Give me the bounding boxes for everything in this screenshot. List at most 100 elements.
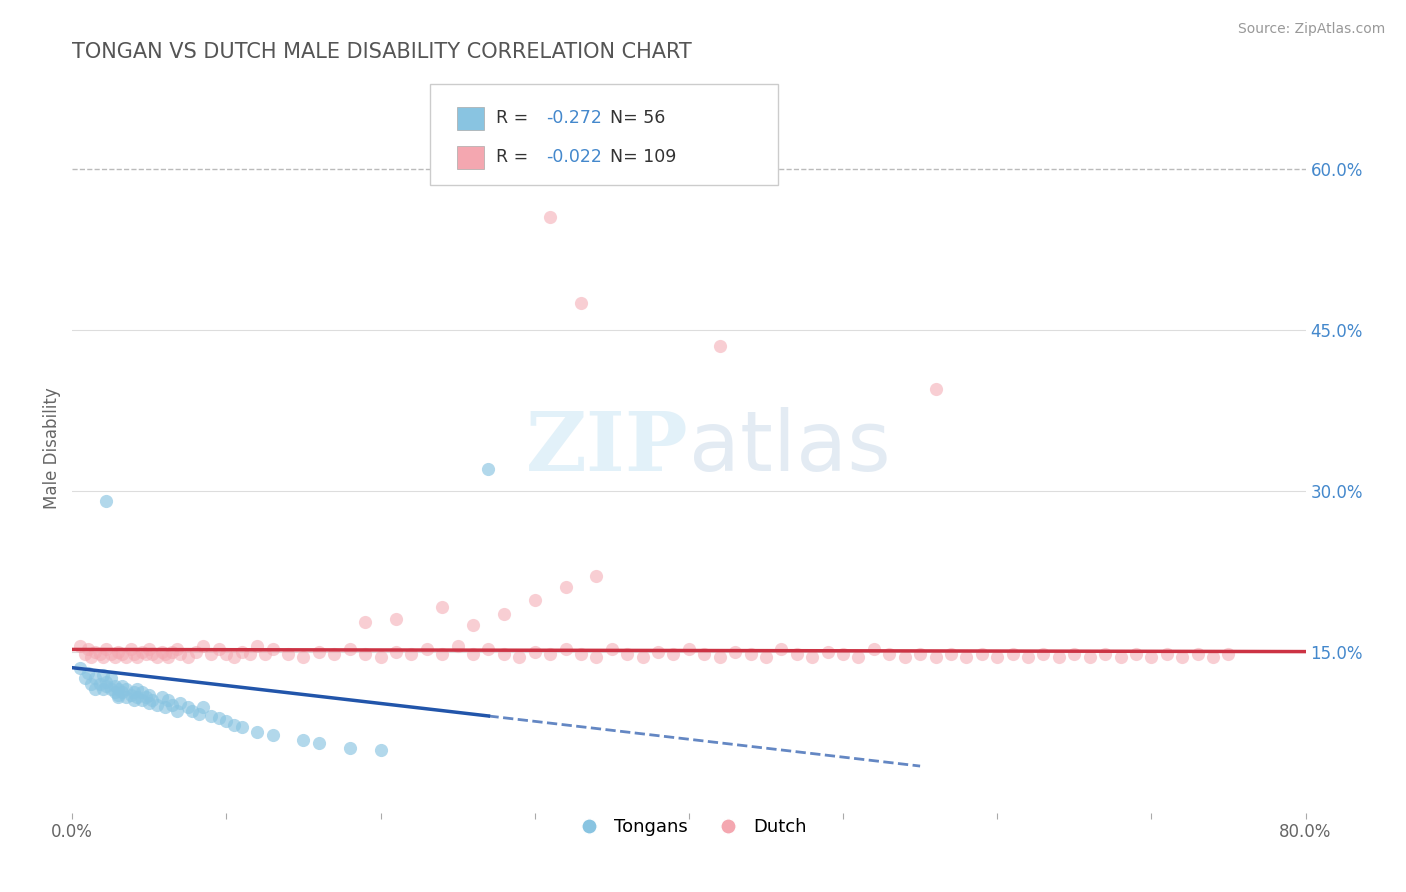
Point	[1109, 649, 1132, 664]
Point	[770, 642, 793, 657]
Point	[1125, 647, 1147, 661]
Point	[801, 649, 824, 664]
Point	[153, 647, 176, 661]
Point	[1001, 647, 1024, 661]
Point	[208, 642, 231, 657]
Point	[193, 639, 215, 653]
Point	[100, 682, 122, 697]
Point	[89, 677, 111, 691]
Text: R =: R =	[496, 148, 534, 166]
Point	[262, 642, 284, 657]
Point	[709, 339, 731, 353]
Point	[385, 612, 408, 626]
Point	[1047, 649, 1070, 664]
Point	[135, 690, 157, 704]
Point	[246, 639, 269, 653]
Point	[138, 688, 160, 702]
Point	[786, 647, 808, 661]
Point	[200, 647, 222, 661]
Point	[1187, 647, 1209, 661]
Point	[1078, 649, 1101, 664]
Point	[924, 382, 946, 396]
Point	[492, 607, 515, 621]
Point	[600, 642, 623, 657]
Point	[616, 647, 638, 661]
Point	[253, 647, 276, 661]
Point	[73, 647, 96, 661]
Point	[94, 642, 117, 657]
Point	[446, 639, 468, 653]
Point	[69, 639, 91, 653]
Point	[1156, 647, 1178, 661]
Point	[538, 647, 561, 661]
Point	[832, 647, 855, 661]
Point	[156, 693, 179, 707]
Point	[477, 462, 499, 476]
Point	[523, 644, 546, 658]
Point	[141, 693, 163, 707]
Point	[538, 210, 561, 224]
Point	[84, 682, 107, 697]
Point	[187, 706, 209, 721]
Point	[120, 642, 142, 657]
Point	[125, 649, 148, 664]
FancyBboxPatch shape	[457, 107, 484, 130]
Point	[110, 647, 132, 661]
Point	[131, 685, 153, 699]
Point	[755, 649, 778, 664]
Text: ZIP: ZIP	[526, 408, 689, 488]
Point	[125, 690, 148, 704]
Point	[955, 649, 977, 664]
Point	[292, 732, 315, 747]
Point	[125, 682, 148, 697]
Point	[354, 615, 377, 629]
Point	[647, 644, 669, 658]
Point	[150, 690, 173, 704]
Point	[76, 642, 98, 657]
Point	[554, 580, 576, 594]
Point	[508, 649, 530, 664]
Point	[308, 736, 330, 750]
Point	[354, 647, 377, 661]
Point	[262, 728, 284, 742]
Point	[166, 642, 188, 657]
Point	[585, 649, 607, 664]
Text: N= 56: N= 56	[610, 109, 665, 128]
Point	[110, 679, 132, 693]
Point	[1218, 647, 1240, 661]
Point	[94, 679, 117, 693]
Point	[231, 720, 253, 734]
Point	[662, 647, 685, 661]
Point	[169, 647, 191, 661]
Point	[107, 682, 129, 697]
Point	[631, 649, 654, 664]
Point	[94, 494, 117, 508]
Point	[370, 743, 392, 757]
FancyBboxPatch shape	[430, 84, 778, 185]
Point	[104, 649, 127, 664]
Point	[76, 666, 98, 681]
Point	[80, 677, 103, 691]
Point	[162, 644, 184, 658]
Point	[94, 674, 117, 689]
Point	[308, 644, 330, 658]
Point	[146, 649, 169, 664]
Point	[150, 644, 173, 658]
Text: R =: R =	[496, 109, 534, 128]
Point	[193, 700, 215, 714]
Point	[104, 679, 127, 693]
FancyBboxPatch shape	[457, 145, 484, 169]
Point	[401, 647, 423, 661]
Point	[91, 649, 114, 664]
Point	[277, 647, 299, 661]
Point	[848, 649, 870, 664]
Point	[678, 642, 700, 657]
Legend: Tongans, Dutch: Tongans, Dutch	[564, 811, 814, 844]
Text: -0.022: -0.022	[546, 148, 602, 166]
Point	[107, 690, 129, 704]
Point	[169, 696, 191, 710]
Point	[122, 693, 145, 707]
Point	[1140, 649, 1163, 664]
Point	[107, 688, 129, 702]
Point	[115, 682, 138, 697]
